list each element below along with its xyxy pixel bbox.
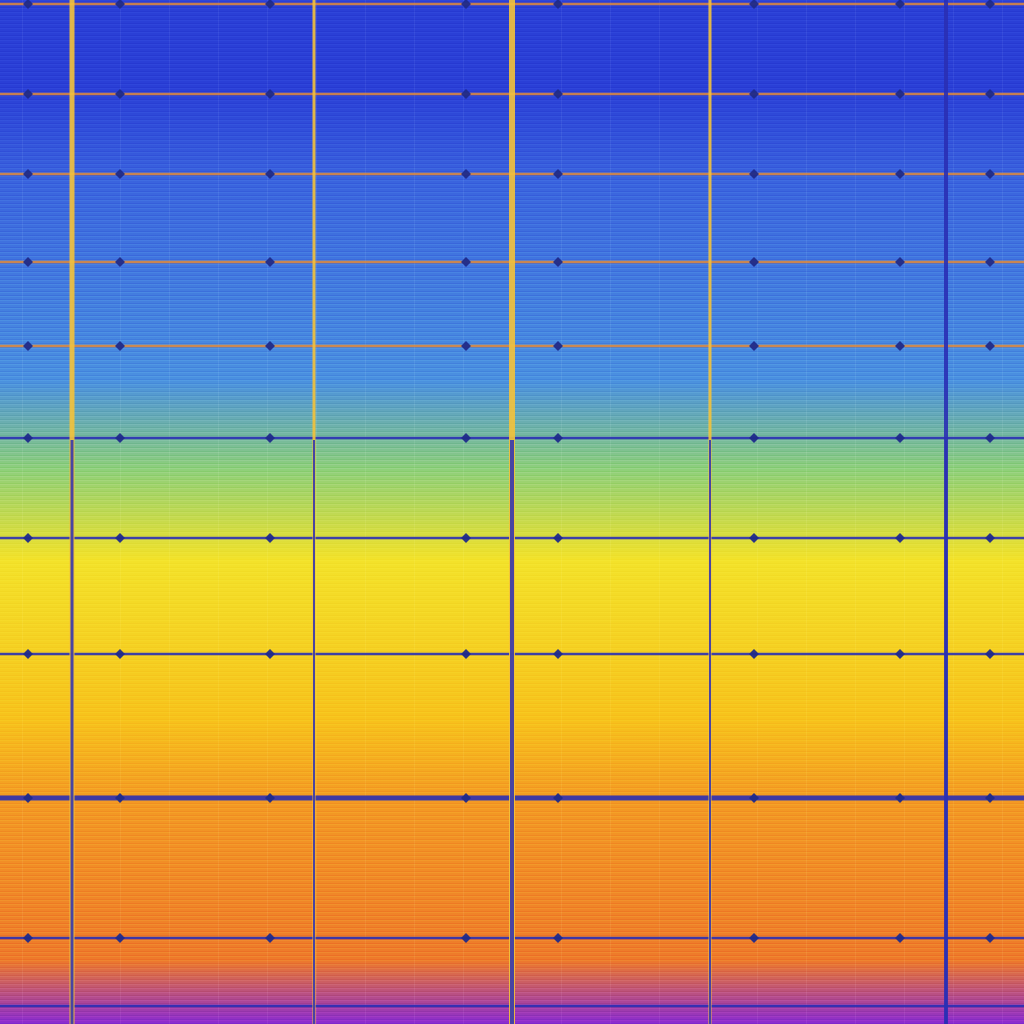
grid-node-marker bbox=[115, 89, 125, 99]
grid-node-marker bbox=[985, 649, 995, 659]
grid-node-marker bbox=[985, 341, 995, 351]
grid-node-marker bbox=[985, 793, 995, 803]
grid-node-marker bbox=[985, 89, 995, 99]
grid-node-marker bbox=[895, 257, 905, 267]
grid-node-marker bbox=[265, 933, 275, 943]
grid-node-marker bbox=[553, 533, 563, 543]
grid-node-marker bbox=[461, 0, 471, 9]
grid-node-marker bbox=[895, 649, 905, 659]
grid-node-marker bbox=[461, 169, 471, 179]
grid-node-marker bbox=[985, 933, 995, 943]
grid-node-marker bbox=[461, 793, 471, 803]
grid-node-marker bbox=[553, 0, 563, 9]
grid-node-marker bbox=[265, 257, 275, 267]
grid-node-marker bbox=[895, 89, 905, 99]
grid-node-marker bbox=[553, 257, 563, 267]
grid-node-marker bbox=[265, 649, 275, 659]
grid-node-marker bbox=[265, 433, 275, 443]
grid-node-marker bbox=[749, 649, 759, 659]
grid-node-marker bbox=[461, 533, 471, 543]
grid-node-marker bbox=[461, 649, 471, 659]
grid-node-marker bbox=[115, 533, 125, 543]
grid-node-marker bbox=[553, 933, 563, 943]
grid-node-marker bbox=[895, 933, 905, 943]
grid-node-marker bbox=[115, 649, 125, 659]
grid-node-marker bbox=[23, 933, 33, 943]
grid-node-marker bbox=[461, 933, 471, 943]
grid-node-marker bbox=[23, 793, 33, 803]
grid-node-marker bbox=[461, 341, 471, 351]
grid-node-marker bbox=[265, 89, 275, 99]
grid-node-marker bbox=[749, 0, 759, 9]
grid-node-marker bbox=[115, 257, 125, 267]
grid-node-marker bbox=[895, 169, 905, 179]
grid-node-marker bbox=[553, 169, 563, 179]
grid-node-marker bbox=[985, 169, 995, 179]
grid-node-marker bbox=[115, 169, 125, 179]
grid-node-marker bbox=[265, 793, 275, 803]
grid-node-marker bbox=[749, 433, 759, 443]
grid-node-marker bbox=[749, 793, 759, 803]
grid-node-marker bbox=[23, 169, 33, 179]
grid-node-marker bbox=[895, 0, 905, 9]
grid-node-marker bbox=[461, 89, 471, 99]
grid-node-marker bbox=[749, 533, 759, 543]
grid-node-marker bbox=[985, 0, 995, 9]
grid-node-marker bbox=[895, 433, 905, 443]
grid-node-marker bbox=[23, 341, 33, 351]
grid-node-marker bbox=[985, 533, 995, 543]
grid-node-marker bbox=[265, 533, 275, 543]
grid-node-marker bbox=[749, 257, 759, 267]
grid-node-marker bbox=[265, 169, 275, 179]
grid-node-marker bbox=[749, 89, 759, 99]
grid-node-marker bbox=[749, 341, 759, 351]
grid-node-marker bbox=[553, 649, 563, 659]
grid-node-marker bbox=[895, 533, 905, 543]
grid-node-marker bbox=[115, 0, 125, 9]
grid-node-marker bbox=[553, 793, 563, 803]
grid-node-marker bbox=[23, 89, 33, 99]
grid-node-marker bbox=[749, 933, 759, 943]
grid-node-marker bbox=[749, 169, 759, 179]
grid-node-marker bbox=[895, 793, 905, 803]
grid-node-marker bbox=[23, 0, 33, 9]
grid-node-marker bbox=[553, 341, 563, 351]
grid-node-marker bbox=[23, 257, 33, 267]
grid-node-marker bbox=[461, 433, 471, 443]
grid-node-marker bbox=[553, 89, 563, 99]
grid-node-marker bbox=[115, 433, 125, 443]
grid-node-marker bbox=[115, 933, 125, 943]
grid-node-marker bbox=[23, 533, 33, 543]
grid-node-marker bbox=[895, 341, 905, 351]
grid-node-marker bbox=[461, 257, 471, 267]
grid-node-marker bbox=[23, 649, 33, 659]
grid-node-marker bbox=[553, 433, 563, 443]
grid-node-marker bbox=[115, 341, 125, 351]
grid-node-marker bbox=[23, 433, 33, 443]
grid-node-marker bbox=[115, 793, 125, 803]
grid-node-marker bbox=[265, 341, 275, 351]
grid-node-marker bbox=[985, 257, 995, 267]
grid-node-marker bbox=[985, 433, 995, 443]
grid-node-marker bbox=[265, 0, 275, 9]
